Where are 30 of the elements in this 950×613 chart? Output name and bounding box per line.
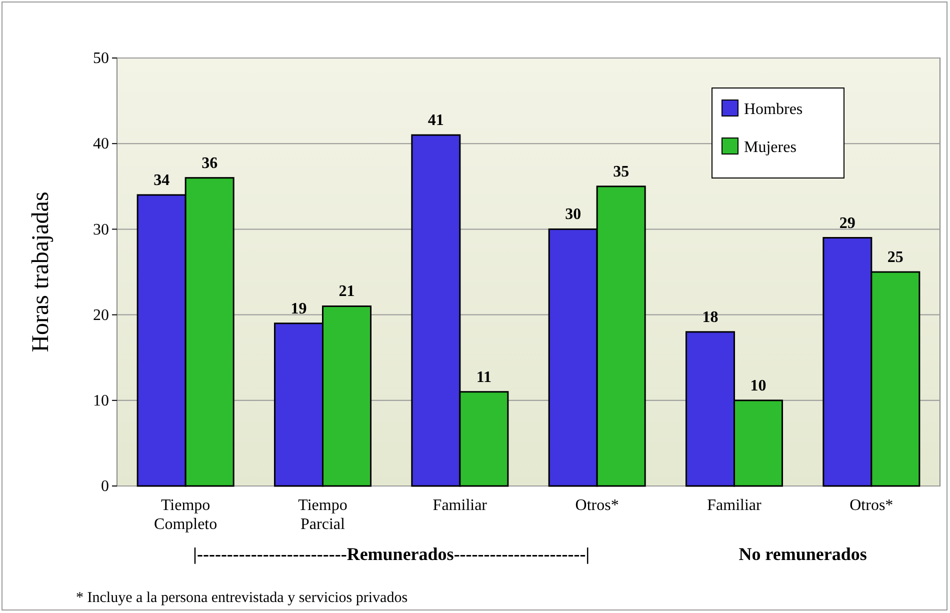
y-tick-label: 10	[93, 392, 109, 410]
y-tick-label: 30	[93, 221, 109, 238]
y-tick-label: 50	[93, 50, 109, 68]
data-label: 21	[338, 283, 355, 300]
legend-label: Mujeres	[744, 139, 796, 156]
x-tick-label: Tiempo Parcial	[298, 497, 348, 533]
y-tick-label: 40	[93, 136, 109, 153]
x-tick-label: Otros*	[575, 497, 619, 514]
data-label: 41	[428, 112, 444, 130]
data-label: 11	[476, 368, 492, 386]
x-tick-label: Otros*	[850, 497, 894, 514]
text: |-------------------------Remunerados----------------------|	[193, 544, 590, 564]
text: No remunerados	[738, 544, 867, 564]
data-label: 30	[565, 206, 582, 224]
data-label: 19	[290, 300, 307, 318]
y-axis-title: Horas trabajadas	[28, 192, 54, 352]
data-label: 36	[202, 154, 218, 172]
x-tick-label: Familiar	[707, 497, 762, 514]
data-label: 10	[750, 377, 766, 394]
x-tick-label: Familiar	[432, 497, 488, 514]
y-tick-label: 0	[101, 478, 109, 496]
data-label: 18	[702, 308, 718, 326]
y-tick-label: 20	[93, 306, 109, 324]
legend-label: Hombres	[744, 101, 803, 118]
data-label: 35	[613, 163, 630, 180]
text: * Incluye a la persona entrevistada y servicios privados	[76, 590, 408, 606]
x-tick-label: Tiempo Completo	[154, 497, 218, 533]
data-label: 29	[839, 214, 856, 232]
data-label: 25	[887, 249, 904, 266]
data-label: 34	[154, 172, 170, 189]
